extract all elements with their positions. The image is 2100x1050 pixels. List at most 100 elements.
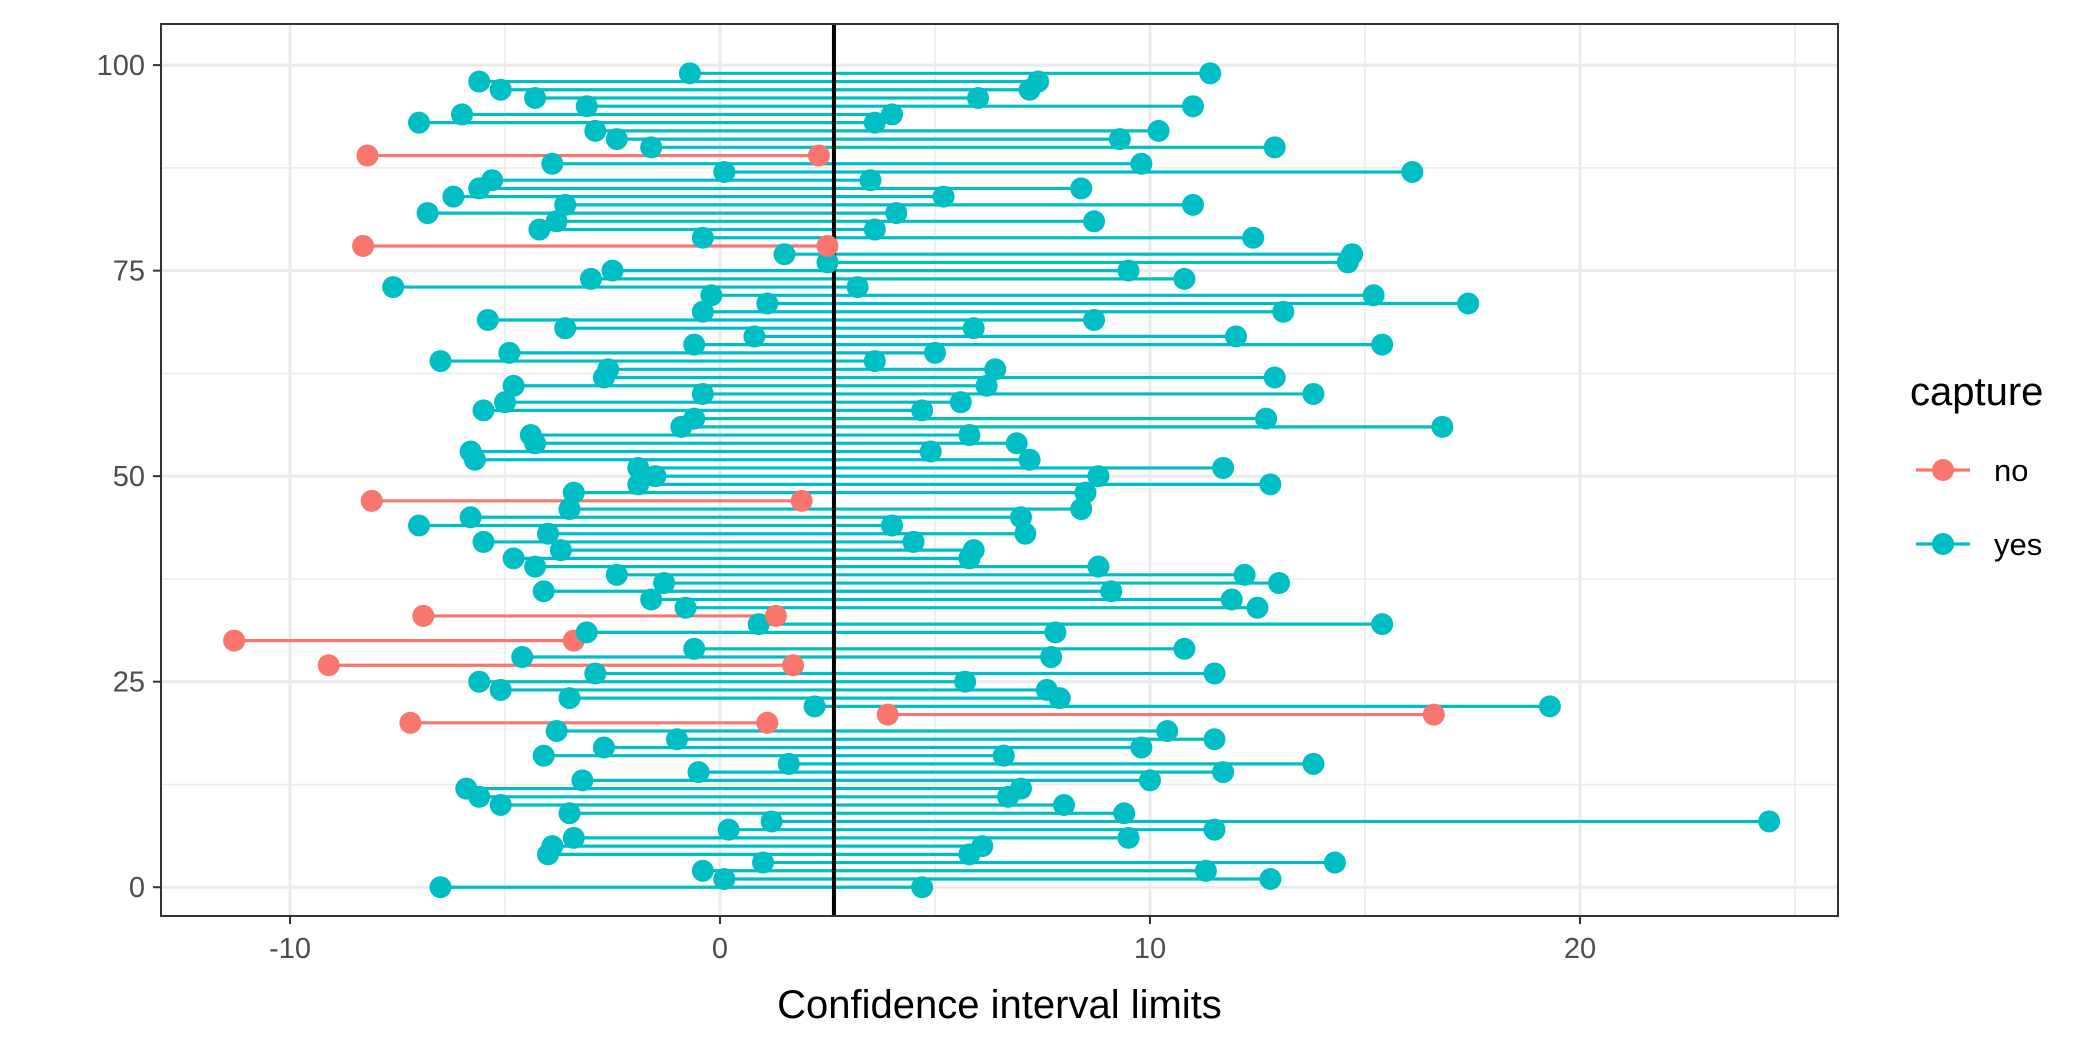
lower-point-33 — [412, 604, 435, 627]
upper-point-84 — [932, 185, 955, 208]
upper-point-54 — [1005, 432, 1028, 455]
upper-point-33 — [764, 604, 787, 627]
lower-point-80 — [528, 218, 551, 241]
upper-point-36 — [1100, 580, 1123, 603]
lower-point-40 — [502, 547, 525, 570]
lower-point-60 — [691, 382, 714, 405]
lower-point-16 — [532, 744, 555, 767]
lower-point-51 — [627, 456, 650, 479]
upper-point-28 — [1040, 646, 1063, 669]
upper-point-0 — [911, 876, 934, 899]
lower-point-58 — [472, 399, 495, 422]
lower-point-86 — [481, 169, 504, 192]
lower-point-0 — [429, 876, 452, 899]
lower-point-75 — [601, 259, 624, 282]
upper-point-90 — [1263, 136, 1286, 159]
lower-point-76 — [816, 251, 839, 274]
lower-point-63 — [597, 358, 620, 381]
upper-point-41 — [962, 539, 985, 562]
upper-point-29 — [1173, 637, 1196, 660]
upper-point-68 — [962, 317, 985, 340]
upper-point-27 — [782, 654, 805, 677]
x-tick-label: 20 — [1564, 933, 1596, 965]
lower-point-34 — [674, 596, 697, 619]
lower-point-45 — [459, 506, 482, 529]
upper-point-18 — [1203, 728, 1226, 751]
lower-point-25 — [468, 670, 491, 693]
lower-point-5 — [541, 835, 564, 858]
upper-point-71 — [1457, 292, 1480, 315]
lower-point-7 — [717, 818, 740, 841]
lower-point-23 — [558, 687, 581, 710]
lower-point-65 — [498, 341, 521, 364]
upper-point-77 — [1341, 243, 1364, 266]
upper-point-34 — [1246, 596, 1269, 619]
lower-point-48 — [562, 481, 585, 504]
upper-point-39 — [1087, 555, 1110, 578]
upper-point-32 — [1371, 613, 1394, 636]
lower-point-36 — [532, 580, 555, 603]
lower-point-1 — [713, 868, 736, 891]
lower-point-71 — [756, 292, 779, 315]
upper-point-91 — [1108, 128, 1131, 151]
upper-point-13 — [1139, 769, 1161, 792]
lower-point-78 — [352, 234, 375, 257]
plot-panel: -10 0 10 20 0 25 50 75 100 — [97, 23, 1839, 965]
upper-point-47 — [790, 489, 813, 512]
lower-point-94 — [451, 103, 473, 126]
upper-point-35 — [1220, 588, 1243, 611]
lower-point-72 — [700, 284, 723, 307]
upper-point-59 — [949, 391, 972, 414]
legend-label-no: no — [1994, 453, 2028, 488]
lower-point-35 — [640, 588, 663, 611]
upper-point-78 — [816, 234, 839, 257]
lower-point-9 — [558, 802, 581, 825]
upper-point-42 — [902, 530, 925, 553]
upper-point-72 — [1362, 284, 1385, 307]
lower-point-21 — [876, 703, 899, 726]
x-tick-label: 10 — [1134, 933, 1166, 965]
upper-point-22 — [1538, 695, 1561, 718]
upper-point-82 — [885, 202, 908, 225]
x-tick-label: -10 — [269, 933, 311, 965]
upper-point-93 — [863, 111, 886, 134]
upper-point-6 — [1117, 826, 1140, 849]
upper-point-92 — [1147, 119, 1170, 142]
lower-point-91 — [605, 128, 628, 151]
upper-point-2 — [1194, 859, 1217, 882]
legend-title: capture — [1910, 370, 2043, 414]
lower-point-37 — [653, 572, 676, 595]
panel-border — [160, 23, 1839, 917]
lower-point-28 — [511, 646, 534, 669]
x-tick-label: 0 — [712, 933, 728, 965]
upper-point-87 — [1401, 160, 1424, 183]
lower-point-82 — [416, 202, 439, 225]
upper-point-21 — [1422, 703, 1445, 726]
upper-point-9 — [1113, 802, 1136, 825]
lower-point-73 — [382, 276, 405, 299]
upper-point-52 — [1018, 448, 1041, 471]
upper-point-19 — [1156, 720, 1179, 743]
upper-point-67 — [1225, 325, 1247, 348]
lower-point-30 — [223, 629, 246, 652]
upper-point-38 — [1233, 563, 1256, 586]
upper-point-31 — [1044, 621, 1067, 644]
lower-point-43 — [537, 522, 559, 545]
upper-point-49 — [1259, 473, 1282, 496]
legend: capture no yes — [1910, 370, 2043, 562]
lower-point-46 — [558, 498, 581, 521]
lower-point-27 — [317, 654, 340, 677]
upper-point-50 — [1087, 465, 1110, 488]
upper-point-3 — [1323, 851, 1346, 874]
upper-point-96 — [967, 86, 989, 109]
upper-point-73 — [846, 276, 869, 299]
lower-point-29 — [683, 637, 706, 660]
upper-point-88 — [1130, 152, 1153, 175]
lower-point-31 — [575, 621, 598, 644]
upper-point-74 — [1173, 267, 1196, 290]
lower-point-84 — [442, 185, 465, 208]
lower-point-79 — [691, 226, 714, 249]
lower-point-74 — [580, 267, 602, 290]
